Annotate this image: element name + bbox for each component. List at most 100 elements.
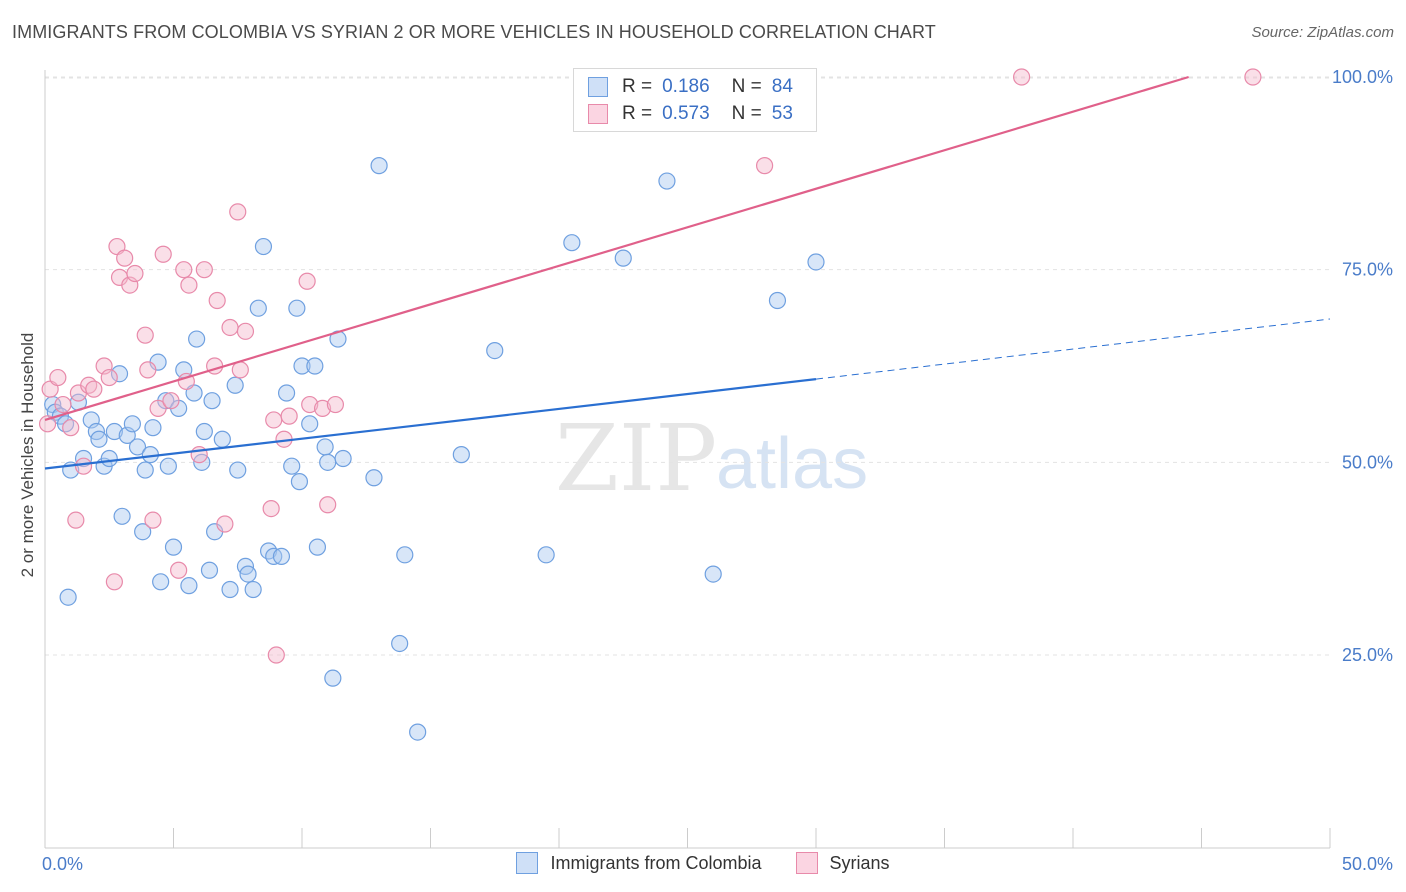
legend-label-colombia: Immigrants from Colombia: [550, 852, 762, 873]
legend-item-colombia[interactable]: Immigrants from Colombia: [516, 852, 762, 874]
y-tick-label: 100.0%: [1332, 67, 1393, 87]
point-syrians: [280, 407, 298, 425]
point-colombia: [704, 565, 722, 583]
point-colombia: [272, 547, 291, 565]
point-syrians: [154, 245, 172, 263]
point-syrians: [1244, 68, 1262, 86]
point-colombia: [614, 249, 632, 267]
legend-r-label: R =: [622, 103, 653, 124]
point-colombia: [105, 422, 123, 441]
series-legend: Immigrants from Colombia Syrians: [0, 852, 1406, 874]
point-colombia: [100, 449, 118, 468]
point-syrians: [229, 203, 247, 221]
point-syrians: [116, 249, 134, 267]
y-tick-label: 75.0%: [1342, 260, 1393, 280]
point-colombia: [152, 573, 170, 591]
point-colombia: [249, 299, 267, 317]
point-colombia: [391, 634, 409, 653]
point-colombia: [164, 538, 183, 556]
point-colombia: [409, 723, 427, 741]
point-syrians: [267, 646, 285, 664]
point-syrians: [54, 395, 72, 414]
legend-row-colombia: R = 0.186 N = 84: [588, 75, 793, 99]
point-syrians: [67, 511, 85, 529]
point-colombia: [180, 577, 198, 595]
point-syrians: [301, 395, 319, 414]
point-colombia: [306, 357, 324, 375]
point-colombia: [452, 446, 470, 464]
point-colombia: [277, 384, 296, 402]
point-colombia: [123, 415, 141, 433]
point-colombia: [768, 291, 787, 310]
point-colombia: [226, 376, 244, 394]
point-syrians: [216, 515, 234, 533]
point-syrians: [126, 264, 144, 283]
point-colombia: [203, 392, 221, 410]
point-syrians: [180, 276, 198, 294]
y-tick-label: 25.0%: [1342, 645, 1393, 665]
point-colombia: [319, 453, 337, 471]
point-colombia: [59, 588, 77, 606]
point-colombia: [658, 172, 676, 190]
point-colombia: [301, 415, 319, 433]
point-syrians: [313, 399, 332, 418]
legend-swatch-colombia: [588, 77, 608, 97]
point-colombia: [244, 580, 262, 599]
point-syrians: [236, 322, 255, 340]
point-syrians: [208, 291, 226, 310]
point-colombia: [195, 422, 213, 441]
legend-item-syrians[interactable]: Syrians: [795, 852, 890, 874]
point-syrians: [319, 496, 337, 514]
point-colombia: [110, 365, 129, 383]
watermark-atlas: atlas: [716, 424, 868, 504]
point-colombia: [90, 430, 108, 448]
point-colombia: [221, 580, 239, 599]
point-syrians: [100, 368, 118, 387]
point-colombia: [159, 457, 177, 475]
legend-n-value: 53: [771, 103, 793, 124]
y-tick-label: 50.0%: [1342, 452, 1393, 472]
point-colombia: [113, 507, 131, 525]
point-syrians: [105, 573, 123, 591]
correlation-legend: R = 0.186 N = 84 R = 0.573 N = 53: [573, 68, 817, 132]
trendline-colombia-projection: [815, 318, 1331, 380]
point-colombia: [293, 357, 311, 375]
point-colombia: [537, 546, 555, 564]
chart-title: IMMIGRANTS FROM COLOMBIA VS SYRIAN 2 OR …: [12, 22, 936, 42]
trendline-syrians: [44, 75, 1189, 422]
point-syrians: [231, 361, 249, 379]
point-colombia: [365, 469, 383, 487]
point-colombia: [396, 546, 414, 564]
watermark-zip: ZIP: [555, 405, 717, 512]
point-colombia: [128, 438, 147, 456]
point-colombia: [239, 565, 257, 583]
point-syrians: [170, 561, 188, 579]
trendline-colombia: [44, 378, 817, 470]
point-syrians: [144, 511, 162, 529]
point-syrians: [162, 392, 180, 410]
point-syrians: [62, 419, 80, 437]
point-colombia: [316, 438, 334, 456]
point-colombia: [308, 538, 327, 556]
point-syrians: [265, 411, 283, 429]
legend-n-label: N =: [731, 76, 762, 97]
point-colombia: [486, 341, 504, 360]
point-syrians: [755, 157, 774, 175]
legend-r-label: R =: [622, 76, 653, 97]
legend-swatch-syrians: [795, 852, 818, 874]
legend-row-syrians: R = 0.573 N = 53: [588, 102, 793, 126]
point-syrians: [262, 499, 280, 518]
point-syrians: [139, 361, 157, 379]
point-colombia: [213, 430, 231, 448]
point-colombia: [288, 299, 306, 317]
point-colombia: [144, 419, 162, 437]
point-syrians: [326, 395, 345, 414]
point-syrians: [149, 399, 167, 418]
point-colombia: [188, 330, 206, 348]
point-colombia: [229, 461, 247, 479]
point-syrians: [298, 272, 316, 290]
point-syrians: [195, 261, 213, 279]
x-tick-label-max: 50.0%: [1342, 854, 1393, 874]
point-syrians: [1012, 68, 1031, 86]
